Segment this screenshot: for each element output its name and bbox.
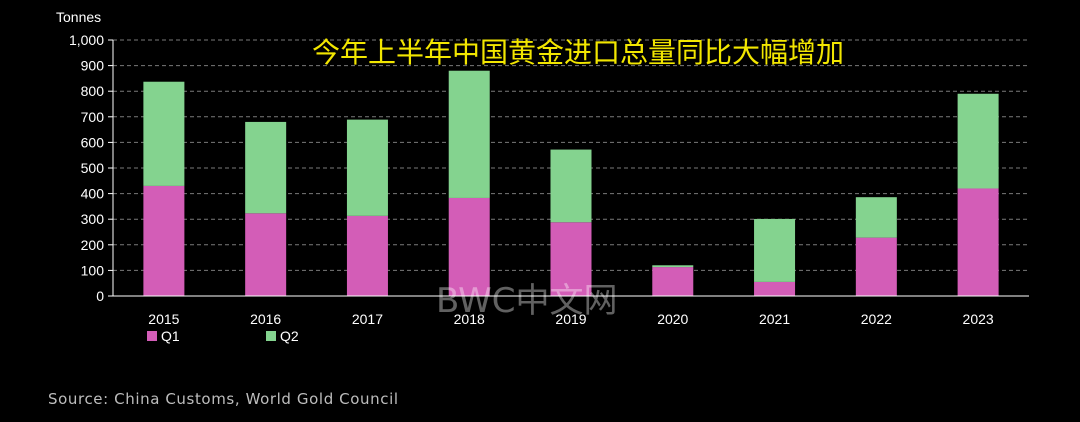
y-tick-label: 800	[81, 83, 105, 99]
bar-q1-2021	[754, 281, 796, 296]
y-axis: 0 100 200 300 400 500 600 700 800 900 1,000	[69, 32, 114, 304]
bar-q1-2018	[448, 197, 490, 296]
x-axis: 2015 2016 2017 2018 2019 2020 2021 2022 2023	[113, 295, 1029, 327]
y-tick-label: 200	[81, 237, 105, 253]
x-tick-label: 2021	[759, 311, 790, 327]
bar-q1-2020	[652, 267, 694, 296]
y-tick-label: 0	[96, 288, 104, 304]
legend-label-q2: Q2	[280, 328, 299, 344]
bar-q2-2021	[754, 218, 796, 282]
bar-q2-2020	[652, 265, 694, 268]
x-tick-label: 2016	[250, 311, 281, 327]
y-tick-label: 500	[81, 160, 105, 176]
x-tick-label: 2019	[555, 311, 586, 327]
bar-q2-2022	[855, 197, 897, 238]
y-unit-label: Tonnes	[56, 9, 101, 25]
y-tick-label: 300	[81, 211, 105, 227]
bar-q1-2022	[855, 237, 897, 296]
x-tick-label: 2020	[657, 311, 688, 327]
x-tick-label: 2015	[148, 311, 179, 327]
bar-q1-2019	[550, 222, 592, 296]
legend-swatch-q2	[266, 331, 276, 341]
legend-swatch-q1	[147, 331, 157, 341]
y-tick-label: 400	[81, 186, 105, 202]
bar-q1-2023	[957, 188, 999, 296]
x-tick-label: 2023	[963, 311, 994, 327]
bar-q2-2023	[957, 93, 999, 189]
bars	[143, 70, 999, 296]
bar-q1-2017	[346, 215, 388, 296]
bar-q2-2017	[346, 119, 388, 216]
bar-q2-2018	[448, 70, 490, 198]
y-tick-label: 1,000	[69, 32, 104, 48]
y-tick-label: 700	[81, 109, 105, 125]
x-tick-label: 2022	[861, 311, 892, 327]
bar-q2-2016	[245, 121, 287, 214]
watermark: BWC中文网	[436, 281, 617, 321]
bar-q2-2019	[550, 149, 592, 223]
bar-q2-2015	[143, 81, 185, 186]
x-tick-label: 2018	[454, 311, 485, 327]
legend: Q1 Q2	[147, 328, 299, 344]
y-tick-label: 900	[81, 58, 105, 74]
x-tick-label: 2017	[352, 311, 383, 327]
bar-q1-2016	[245, 213, 287, 296]
y-tick-label: 600	[81, 134, 105, 150]
y-tick-label: 100	[81, 262, 105, 278]
headline: 今年上半年中国黄金进口总量同比大幅增加	[312, 36, 844, 69]
bar-q1-2015	[143, 185, 185, 296]
legend-label-q1: Q1	[161, 328, 180, 344]
source-note: Source: China Customs, World Gold Counci…	[48, 390, 399, 408]
